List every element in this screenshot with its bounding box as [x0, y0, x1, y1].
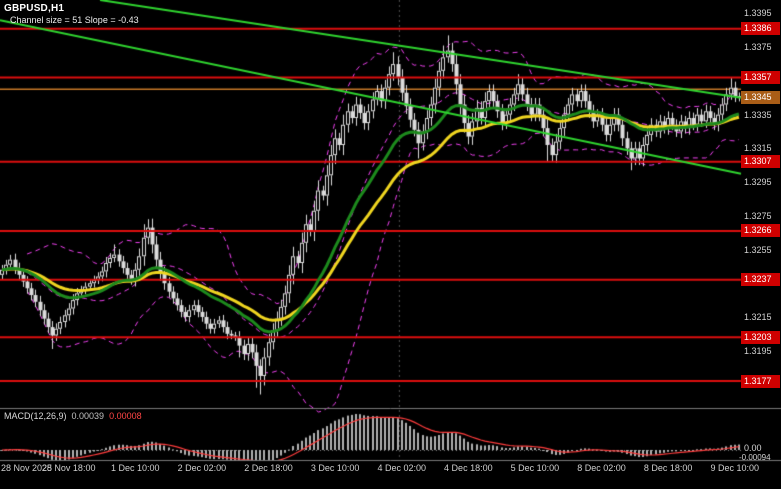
price-level-badge: 1.3357 — [741, 71, 780, 85]
channel-info-label: Channel size = 51 Slope = -0.43 — [10, 15, 139, 25]
time-axis-label: 1 Dec 10:00 — [111, 463, 160, 473]
macd-indicator-label: MACD(12,26,9) 0.00039 0.00008 — [4, 411, 142, 421]
price-axis-label: 1.3395 — [744, 8, 772, 19]
price-level-badge: 1.3307 — [741, 155, 780, 169]
price-level-badge: 1.3266 — [741, 224, 780, 238]
price-axis-label: 1.3275 — [744, 210, 772, 221]
time-axis-label: 3 Dec 10:00 — [310, 463, 360, 473]
time-axis-label: 28 Nov 18:00 — [41, 463, 96, 473]
price-axis-label: 1.3295 — [744, 177, 772, 188]
time-axis-label: 4 Dec 18:00 — [444, 463, 493, 473]
time-axis-label: 8 Dec 02:00 — [577, 463, 626, 473]
time-axis-label: 8 Dec 18:00 — [643, 463, 693, 473]
time-axis[interactable]: 28 Nov 2025 28 Nov 18:00 1 Dec 10:00 2 Dec … — [0, 461, 781, 478]
time-axis-label: 9 Dec 10:00 — [710, 463, 760, 473]
time-axis-label: 5 Dec 10:00 — [510, 463, 560, 473]
price-axis[interactable]: 1.3395 1.3375 1.3335 1.3315 1.3295 1.3275 1.32… — [741, 0, 781, 460]
time-axis-label: 4 Dec 02:00 — [377, 463, 426, 473]
symbol-timeframe-label: GBPUSD,H1 — [4, 3, 65, 14]
price-axis-label: 1.3215 — [744, 311, 772, 322]
time-axis-label: 2 Dec 02:00 — [177, 463, 227, 473]
macd-signal-value: 0.00008 — [109, 411, 142, 421]
macd-axis-min-label: -0.00094 — [739, 453, 771, 462]
price-level-badge: 1.3237 — [741, 273, 780, 287]
time-axis-label: 28 Nov 2025 — [1, 463, 53, 473]
macd-main-value: 0.00039 — [71, 411, 105, 421]
price-level-badge: 1.3203 — [741, 330, 780, 344]
macd-name-label: MACD(12,26,9) — [4, 411, 67, 421]
price-level-badge: 1.3386 — [741, 22, 780, 36]
price-axis-label: 1.3315 — [744, 143, 772, 154]
price-axis-label: 1.3195 — [744, 345, 772, 356]
current-price-badge: 1.3345 — [741, 91, 780, 105]
time-axis-label: 2 Dec 18:00 — [244, 463, 293, 473]
price-axis-label: 1.3375 — [744, 42, 772, 53]
price-axis-label: 1.3335 — [744, 109, 772, 120]
price-level-badge: 1.3177 — [741, 374, 780, 388]
price-axis-label: 1.3255 — [744, 244, 772, 255]
macd-axis-zero-label: 0.00 — [744, 443, 762, 453]
